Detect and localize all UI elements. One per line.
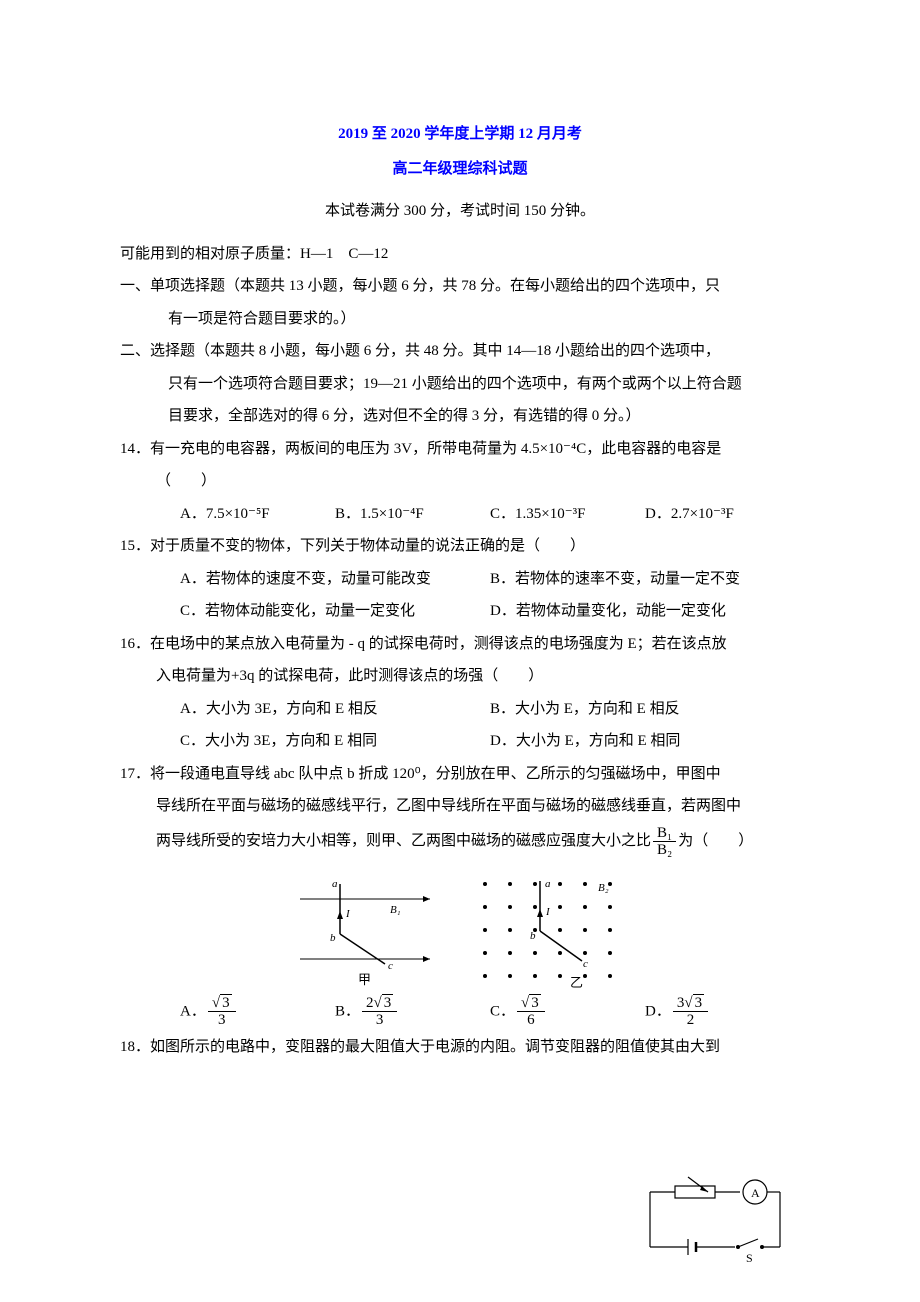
q14-opt-b: B．1.5×10⁻⁴F — [335, 500, 490, 529]
q17-diagrams: a b c I B₁ 甲 a b c I B₂ 乙 — [120, 869, 800, 989]
q16-opt-b: B．大小为 E，方向和 E 相反 — [490, 695, 800, 724]
q17-ratio-num: B₁ — [653, 825, 676, 843]
svg-text:I: I — [345, 908, 351, 920]
svg-text:b: b — [330, 932, 336, 944]
svg-text:S: S — [746, 1251, 753, 1262]
q16-options-row2: C．大小为 3E，方向和 E 相同 D．大小为 E，方向和 E 相同 — [120, 727, 800, 756]
svg-text:c: c — [583, 958, 588, 970]
q16-stem1: 16．在电场中的某点放入电荷量为 - q 的试探电荷时，测得该点的电场强度为 E… — [120, 630, 800, 659]
q14-opt-a: A．7.5×10⁻⁵F — [180, 500, 335, 529]
section-1-cont: 有一项是符合题目要求的。） — [120, 305, 800, 334]
q18-stem: 18．如图所示的电路中，变阻器的最大阻值大于电源的内阻。调节变阻器的阻值使其由大… — [120, 1033, 800, 1062]
q14-stem1: 14．有一充电的电容器，两板间的电压为 3V，所带电荷量为 4.5×10⁻⁴C，… — [120, 435, 800, 464]
q15-opt-b: B．若物体的速率不变，动量一定不变 — [490, 565, 800, 594]
exam-subtitle: 高二年级理综科试题 — [120, 155, 800, 184]
q17-options: A．33 B．233 C．36 D．332 — [120, 995, 800, 1029]
q17-opt-d: D．332 — [645, 995, 800, 1029]
q17-stem3a: 两导线所受的安培力大小相等，则甲、乙两图中磁场的磁感应强度大小之比 — [156, 825, 651, 858]
q17-ratio-den: B₂ — [653, 842, 676, 859]
q17-ratio-frac: B₁ B₂ — [653, 825, 676, 859]
q16-opt-a: A．大小为 3E，方向和 E 相反 — [180, 695, 490, 724]
diagram-jia: a b c I B₁ 甲 — [290, 869, 440, 989]
q14-opt-c: C．1.35×10⁻³F — [490, 500, 645, 529]
svg-text:b: b — [530, 930, 536, 942]
q15-options-row2: C．若物体动能变化，动量一定变化 D．若物体动量变化，动能一定变化 — [120, 597, 800, 626]
q15-opt-c: C．若物体动能变化，动量一定变化 — [180, 597, 490, 626]
section-1-header: 一、单项选择题（本题共 13 小题，每小题 6 分，共 78 分。在每小题给出的… — [120, 272, 800, 301]
q14-opt-d: D．2.7×10⁻³F — [645, 500, 800, 529]
exam-title: 2019 至 2020 学年度上学期 12 月月考 — [120, 120, 800, 149]
q16-options-row1: A．大小为 3E，方向和 E 相反 B．大小为 E，方向和 E 相反 — [120, 695, 800, 724]
svg-text:乙: 乙 — [570, 975, 583, 989]
q17-opt-b: B．233 — [335, 995, 490, 1029]
q17-stem1: 17．将一段通电直导线 abc 队中点 b 折成 120⁰，分别放在甲、乙所示的… — [120, 760, 800, 789]
q14-stem2: （ ） — [120, 467, 800, 496]
svg-text:甲: 甲 — [358, 972, 371, 987]
svg-text:a: a — [545, 878, 551, 890]
q17-opt-c: C．36 — [490, 995, 645, 1029]
q15-options-row1: A．若物体的速度不变，动量可能改变 B．若物体的速率不变，动量一定不变 — [120, 565, 800, 594]
section-2-header: 二、选择题（本题共 8 小题，每小题 6 分，共 48 分。其中 14—18 小… — [120, 337, 800, 366]
atomic-mass-line: 可能用到的相对原子质量：H—1 C—12 — [120, 240, 800, 269]
svg-text:B₁: B₁ — [390, 904, 401, 916]
svg-text:c: c — [388, 960, 393, 972]
section-2-cont2: 目要求，全部选对的得 6 分，选对但不全的得 3 分，有选错的得 0 分。） — [120, 402, 800, 431]
q15-stem: 15．对于质量不变的物体，下列关于物体动量的说法正确的是（ ） — [120, 532, 800, 561]
q17-stem3b: 为（ ） — [678, 825, 753, 858]
exam-note: 本试卷满分 300 分，考试时间 150 分钟。 — [120, 197, 800, 226]
section-2-cont1: 只有一个选项符合题目要求；19—21 小题给出的四个选项中，有两个或两个以上符合… — [120, 370, 800, 399]
q14-options: A．7.5×10⁻⁵F B．1.5×10⁻⁴F C．1.35×10⁻³F D．2… — [120, 500, 800, 529]
svg-text:I: I — [545, 906, 551, 918]
q16-opt-c: C．大小为 3E，方向和 E 相同 — [180, 727, 490, 756]
q16-stem2: 入电荷量为+3q 的试探电荷，此时测得该点的场强（ ） — [120, 662, 800, 691]
q15-opt-a: A．若物体的速度不变，动量可能改变 — [180, 565, 490, 594]
diagram-yi: a b c I B₂ 乙 — [470, 869, 630, 989]
q17-stem3: 两导线所受的安培力大小相等，则甲、乙两图中磁场的磁感应强度大小之比 B₁ B₂ … — [120, 825, 800, 859]
q18-circuit-diagram: A S — [640, 1172, 790, 1273]
q16-opt-d: D．大小为 E，方向和 E 相同 — [490, 727, 800, 756]
svg-text:B₂: B₂ — [598, 882, 609, 894]
q15-opt-d: D．若物体动量变化，动能一定变化 — [490, 597, 800, 626]
q17-opt-a: A．33 — [180, 995, 335, 1029]
svg-text:a: a — [332, 878, 338, 890]
svg-text:A: A — [751, 1186, 760, 1200]
q17-stem2: 导线所在平面与磁场的磁感线平行，乙图中导线所在平面与磁场的磁感线垂直，若两图中 — [120, 792, 800, 821]
